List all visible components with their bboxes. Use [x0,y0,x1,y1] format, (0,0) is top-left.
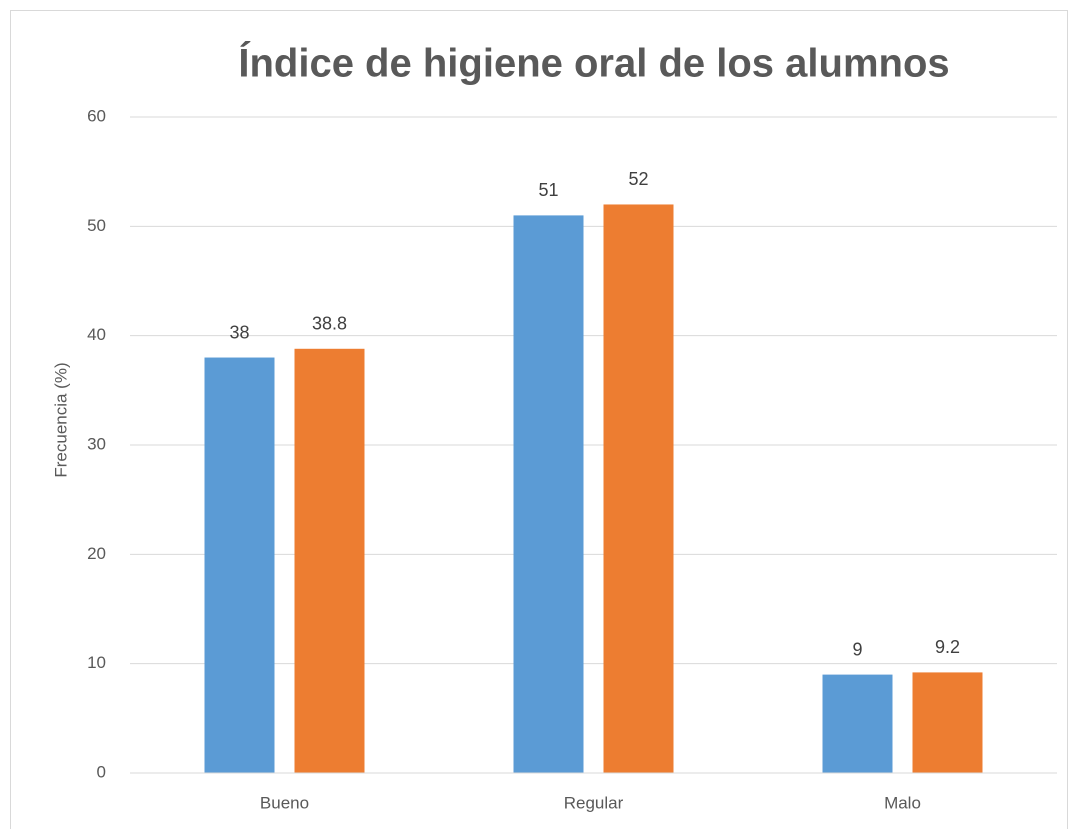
data-label: 9 [852,639,862,659]
bar [513,215,584,773]
bar [204,357,275,773]
y-tick-label: 20 [87,544,106,563]
y-tick-label: 0 [97,762,106,781]
x-tick-label: Malo [884,793,921,812]
bar [294,348,365,773]
x-tick-label: Bueno [260,793,309,812]
data-label: 9.2 [935,637,960,657]
data-label: 51 [538,180,558,200]
y-tick-label: 50 [87,216,106,235]
data-label: 38.8 [312,314,347,334]
bar [912,672,983,773]
y-tick-label: 10 [87,653,106,672]
y-axis-label: Frecuencia (%) [51,362,70,477]
data-label: 52 [628,169,648,189]
y-tick-label: 30 [87,434,106,453]
chart-title: Índice de higiene oral de los alumnos [238,41,949,86]
data-label: 38 [229,322,249,342]
bar [822,674,893,773]
bar [603,204,674,773]
x-tick-label: Regular [564,793,624,812]
y-tick-label: 40 [87,325,106,344]
y-tick-label: 60 [87,106,106,125]
